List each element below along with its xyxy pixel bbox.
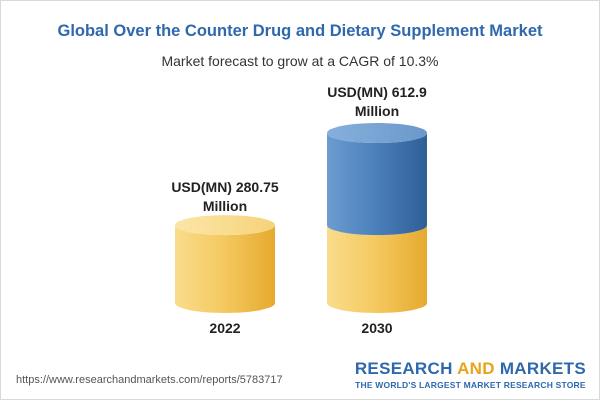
bar-2030-top — [327, 123, 427, 143]
value-label-2030: USD(MN) 612.9 — [327, 84, 427, 100]
value-label-2022: USD(MN) 280.75 — [171, 179, 279, 195]
bar-2022-top — [175, 215, 275, 236]
brand-name: RESEARCH AND MARKETS — [355, 359, 586, 379]
brand-logo: RESEARCH AND MARKETS THE WORLD'S LARGEST… — [355, 359, 586, 390]
category-label-2022: 2022 — [209, 320, 240, 336]
value-label-2022-unit: Million — [203, 198, 247, 214]
brand-and: AND — [457, 359, 495, 378]
brand-tagline: THE WORLD'S LARGEST MARKET RESEARCH STOR… — [355, 380, 586, 390]
bar-2030-growth-segment — [327, 133, 427, 236]
source-url: https://www.researchandmarkets.com/repor… — [16, 374, 283, 386]
bar-2030-base-segment — [327, 225, 427, 313]
category-label-2030: 2030 — [361, 320, 392, 336]
chart-title: Global Over the Counter Drug and Dietary… — [57, 22, 543, 40]
brand-markets: MARKETS — [499, 359, 586, 378]
brand-research: RESEARCH — [354, 359, 453, 378]
bar-2022-body — [175, 225, 275, 313]
chart-subtitle: Market forecast to grow at a CAGR of 10.… — [161, 53, 439, 69]
value-label-2030-unit: Million — [355, 103, 399, 119]
bar-2022 — [175, 215, 275, 313]
bar-2030 — [327, 123, 427, 313]
